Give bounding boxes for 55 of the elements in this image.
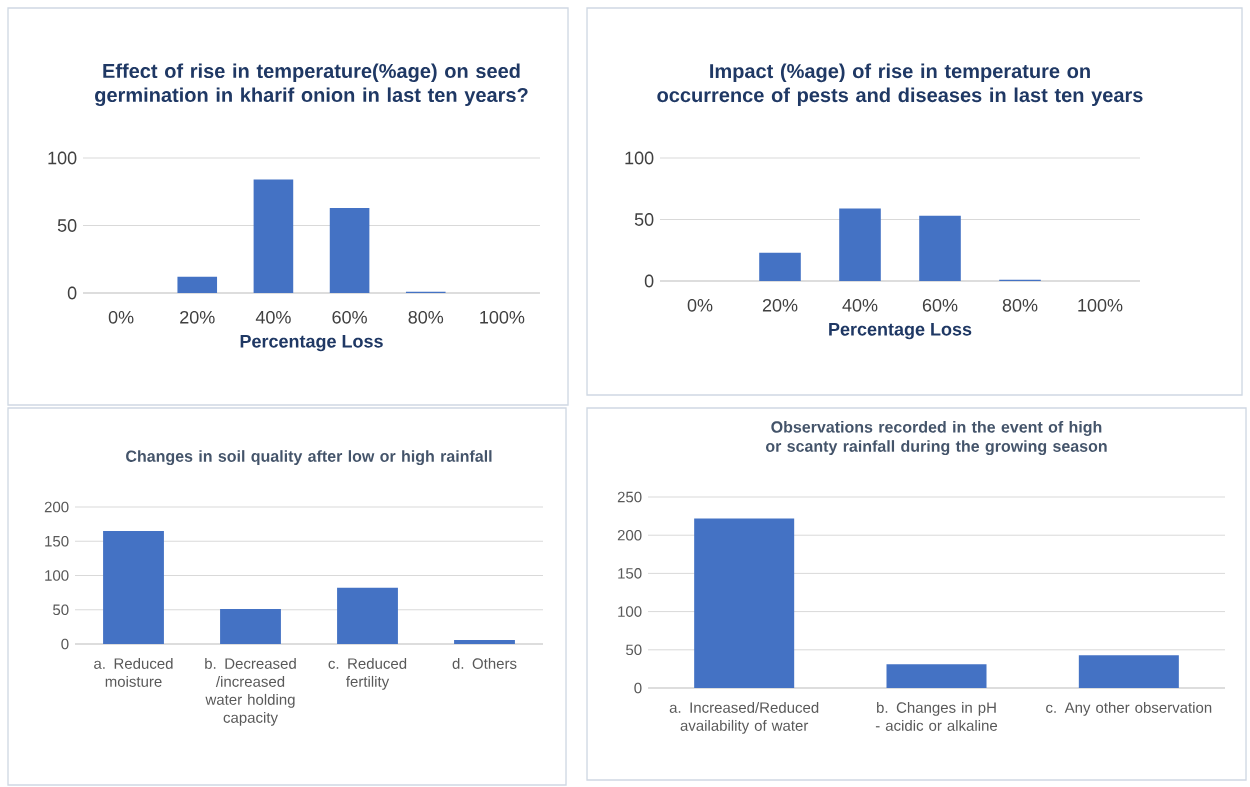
y-tick-label: 100: [618, 606, 642, 617]
y-tick-label: 50: [53, 604, 69, 616]
x-tick-label: b. Decreased /increased water holding capacity: [205, 657, 296, 726]
bar: [454, 639, 515, 644]
bar: [220, 609, 281, 644]
bar: [103, 530, 164, 644]
bar: [337, 587, 398, 644]
y-tick-label: 150: [45, 535, 69, 547]
x-tick-label: c. Reduced fertility: [328, 657, 407, 690]
y-tick-label: 250: [617, 491, 642, 503]
bar: [329, 207, 370, 293]
x-tick-label: 60%: [922, 298, 958, 312]
x-tick-label: 20%: [762, 298, 798, 312]
y-tick-label: 50: [57, 219, 77, 232]
bar: [886, 664, 987, 688]
x-tick-label: 100%: [480, 310, 525, 324]
x-tick-label: 100%: [1078, 298, 1123, 312]
y-tick-label: 200: [44, 501, 69, 513]
bar: [759, 252, 801, 281]
y-tick-label: 0: [61, 638, 69, 650]
bar: [839, 208, 881, 281]
x-tick-label: a. Reduced moisture: [94, 657, 173, 687]
x-tick-label: 0%: [108, 310, 134, 324]
x-tick-label: 80%: [1002, 298, 1038, 312]
chart-title: Observations recorded in the event of high or scanty rainfall during the growing season: [766, 420, 1107, 456]
x-tick-label: 20%: [180, 310, 215, 324]
x-tick-label: 40%: [842, 298, 878, 312]
chart-title: Changes in soil quality after low or high rainfall: [126, 450, 492, 466]
y-tick-label: 100: [48, 151, 77, 165]
bar: [1078, 655, 1179, 688]
y-tick-label: 0: [67, 286, 77, 300]
x-tick-label: c. Any other observation: [1046, 701, 1212, 716]
bar: [694, 518, 795, 688]
y-tick-label: 100: [45, 570, 69, 581]
chart-title: Impact (%age) of rise in temperature on occurrence of pests and diseases in last ten years: [657, 63, 1143, 107]
bar: [253, 179, 294, 293]
y-tick-label: 50: [626, 644, 642, 656]
x-axis-title: Percentage Loss: [829, 323, 972, 340]
x-tick-label: a. Increased/Reduced availability of water: [669, 701, 819, 734]
y-tick-label: 200: [617, 529, 642, 541]
x-axis-title: Percentage Loss: [240, 335, 383, 352]
bar: [919, 215, 961, 281]
chart-title: Effect of rise in temperature(%age) on seed germination in kharif onion in last ten years?: [95, 63, 528, 107]
y-tick-label: 50: [634, 213, 654, 226]
y-tick-label: 0: [634, 682, 642, 694]
x-tick-label: 0%: [687, 298, 713, 312]
x-tick-label: 40%: [255, 310, 291, 324]
y-tick-label: 150: [618, 568, 642, 579]
x-tick-label: 80%: [408, 310, 444, 324]
x-tick-label: d. Others: [452, 657, 517, 669]
y-tick-label: 0: [644, 274, 654, 288]
bar: [177, 276, 218, 293]
x-tick-label: 60%: [332, 310, 367, 324]
y-tick-label: 100: [625, 151, 654, 165]
x-tick-label: b. Changes in pH - acidic or alkaline: [875, 701, 998, 731]
